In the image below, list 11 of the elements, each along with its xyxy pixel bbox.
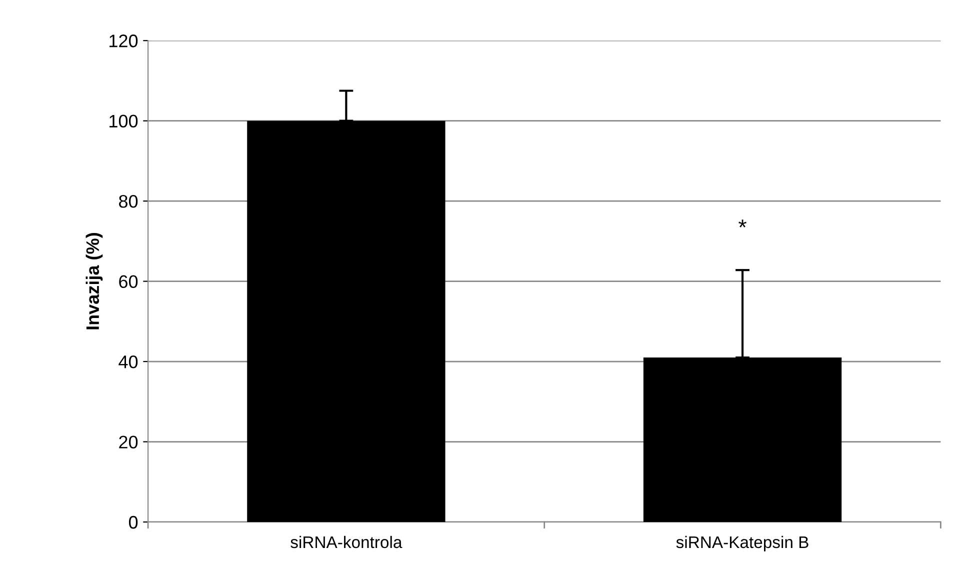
y-tick-label: 20: [119, 436, 138, 448]
y-tick-label: 120: [110, 34, 138, 48]
annotation: *: [738, 220, 746, 228]
y-tick-label: 80: [119, 195, 138, 208]
y-axis-title: Invazija (%): [86, 233, 103, 330]
x-tick-label: siRNA-kontrola: [290, 536, 402, 548]
y-tick-label: 40: [118, 355, 138, 368]
y-tick-label: 60: [119, 275, 138, 288]
y-tick-label: 100: [110, 114, 138, 128]
x-tick-label: siRNA-Katepsin B: [676, 536, 808, 552]
y-tick-label: 0: [128, 516, 138, 529]
